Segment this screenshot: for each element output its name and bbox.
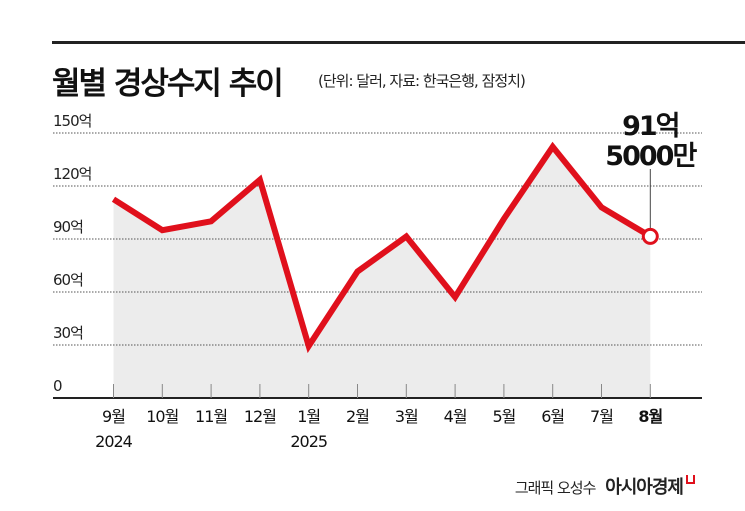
- last-point-marker: [641, 227, 659, 245]
- year-label: 2025: [290, 432, 327, 451]
- x-tick-label: 8월: [638, 407, 662, 426]
- year-label: 2024: [95, 432, 133, 451]
- brand-mark-icon: [686, 475, 695, 484]
- x-tick-label: 1월: [297, 407, 320, 426]
- x-tick-label: 5월: [492, 407, 515, 426]
- x-tick-label: 9월: [102, 407, 125, 426]
- x-tick-label: 11월: [195, 407, 227, 426]
- x-tick-label: 6월: [541, 407, 564, 426]
- brand-logo: 아시아경제: [605, 477, 684, 498]
- x-tick-label: 2월: [346, 407, 369, 426]
- y-tick-label: 150억: [53, 112, 91, 130]
- title-rule: [52, 41, 745, 44]
- x-tick-label: 3월: [395, 407, 418, 426]
- annotation-value-line1: 91억: [622, 111, 678, 142]
- x-tick-label: 4월: [444, 407, 467, 426]
- y-tick-label: 90억: [53, 218, 83, 236]
- y-tick-label: 120억: [53, 165, 91, 183]
- chart-title: 월별 경상수지 추이: [52, 66, 284, 102]
- chart-subtitle: (단위: 달러, 자료: 한국은행, 잠정치): [318, 72, 526, 90]
- x-tick-label: 7월: [590, 407, 613, 426]
- annotation-value-line2: 5000만: [605, 141, 697, 172]
- x-tick-label: 10월: [146, 407, 178, 426]
- series-line: [111, 141, 652, 354]
- footer: 그래픽 오성수 아시아경제: [515, 473, 695, 499]
- y-tick-label: 30억: [53, 324, 83, 342]
- x-tick-label: 12월: [244, 407, 276, 426]
- y-tick-label: 60억: [53, 271, 83, 289]
- graphic-credit: 그래픽 오성수: [514, 479, 597, 497]
- area-fill: [113, 146, 651, 398]
- y-tick-label: 0: [53, 377, 62, 395]
